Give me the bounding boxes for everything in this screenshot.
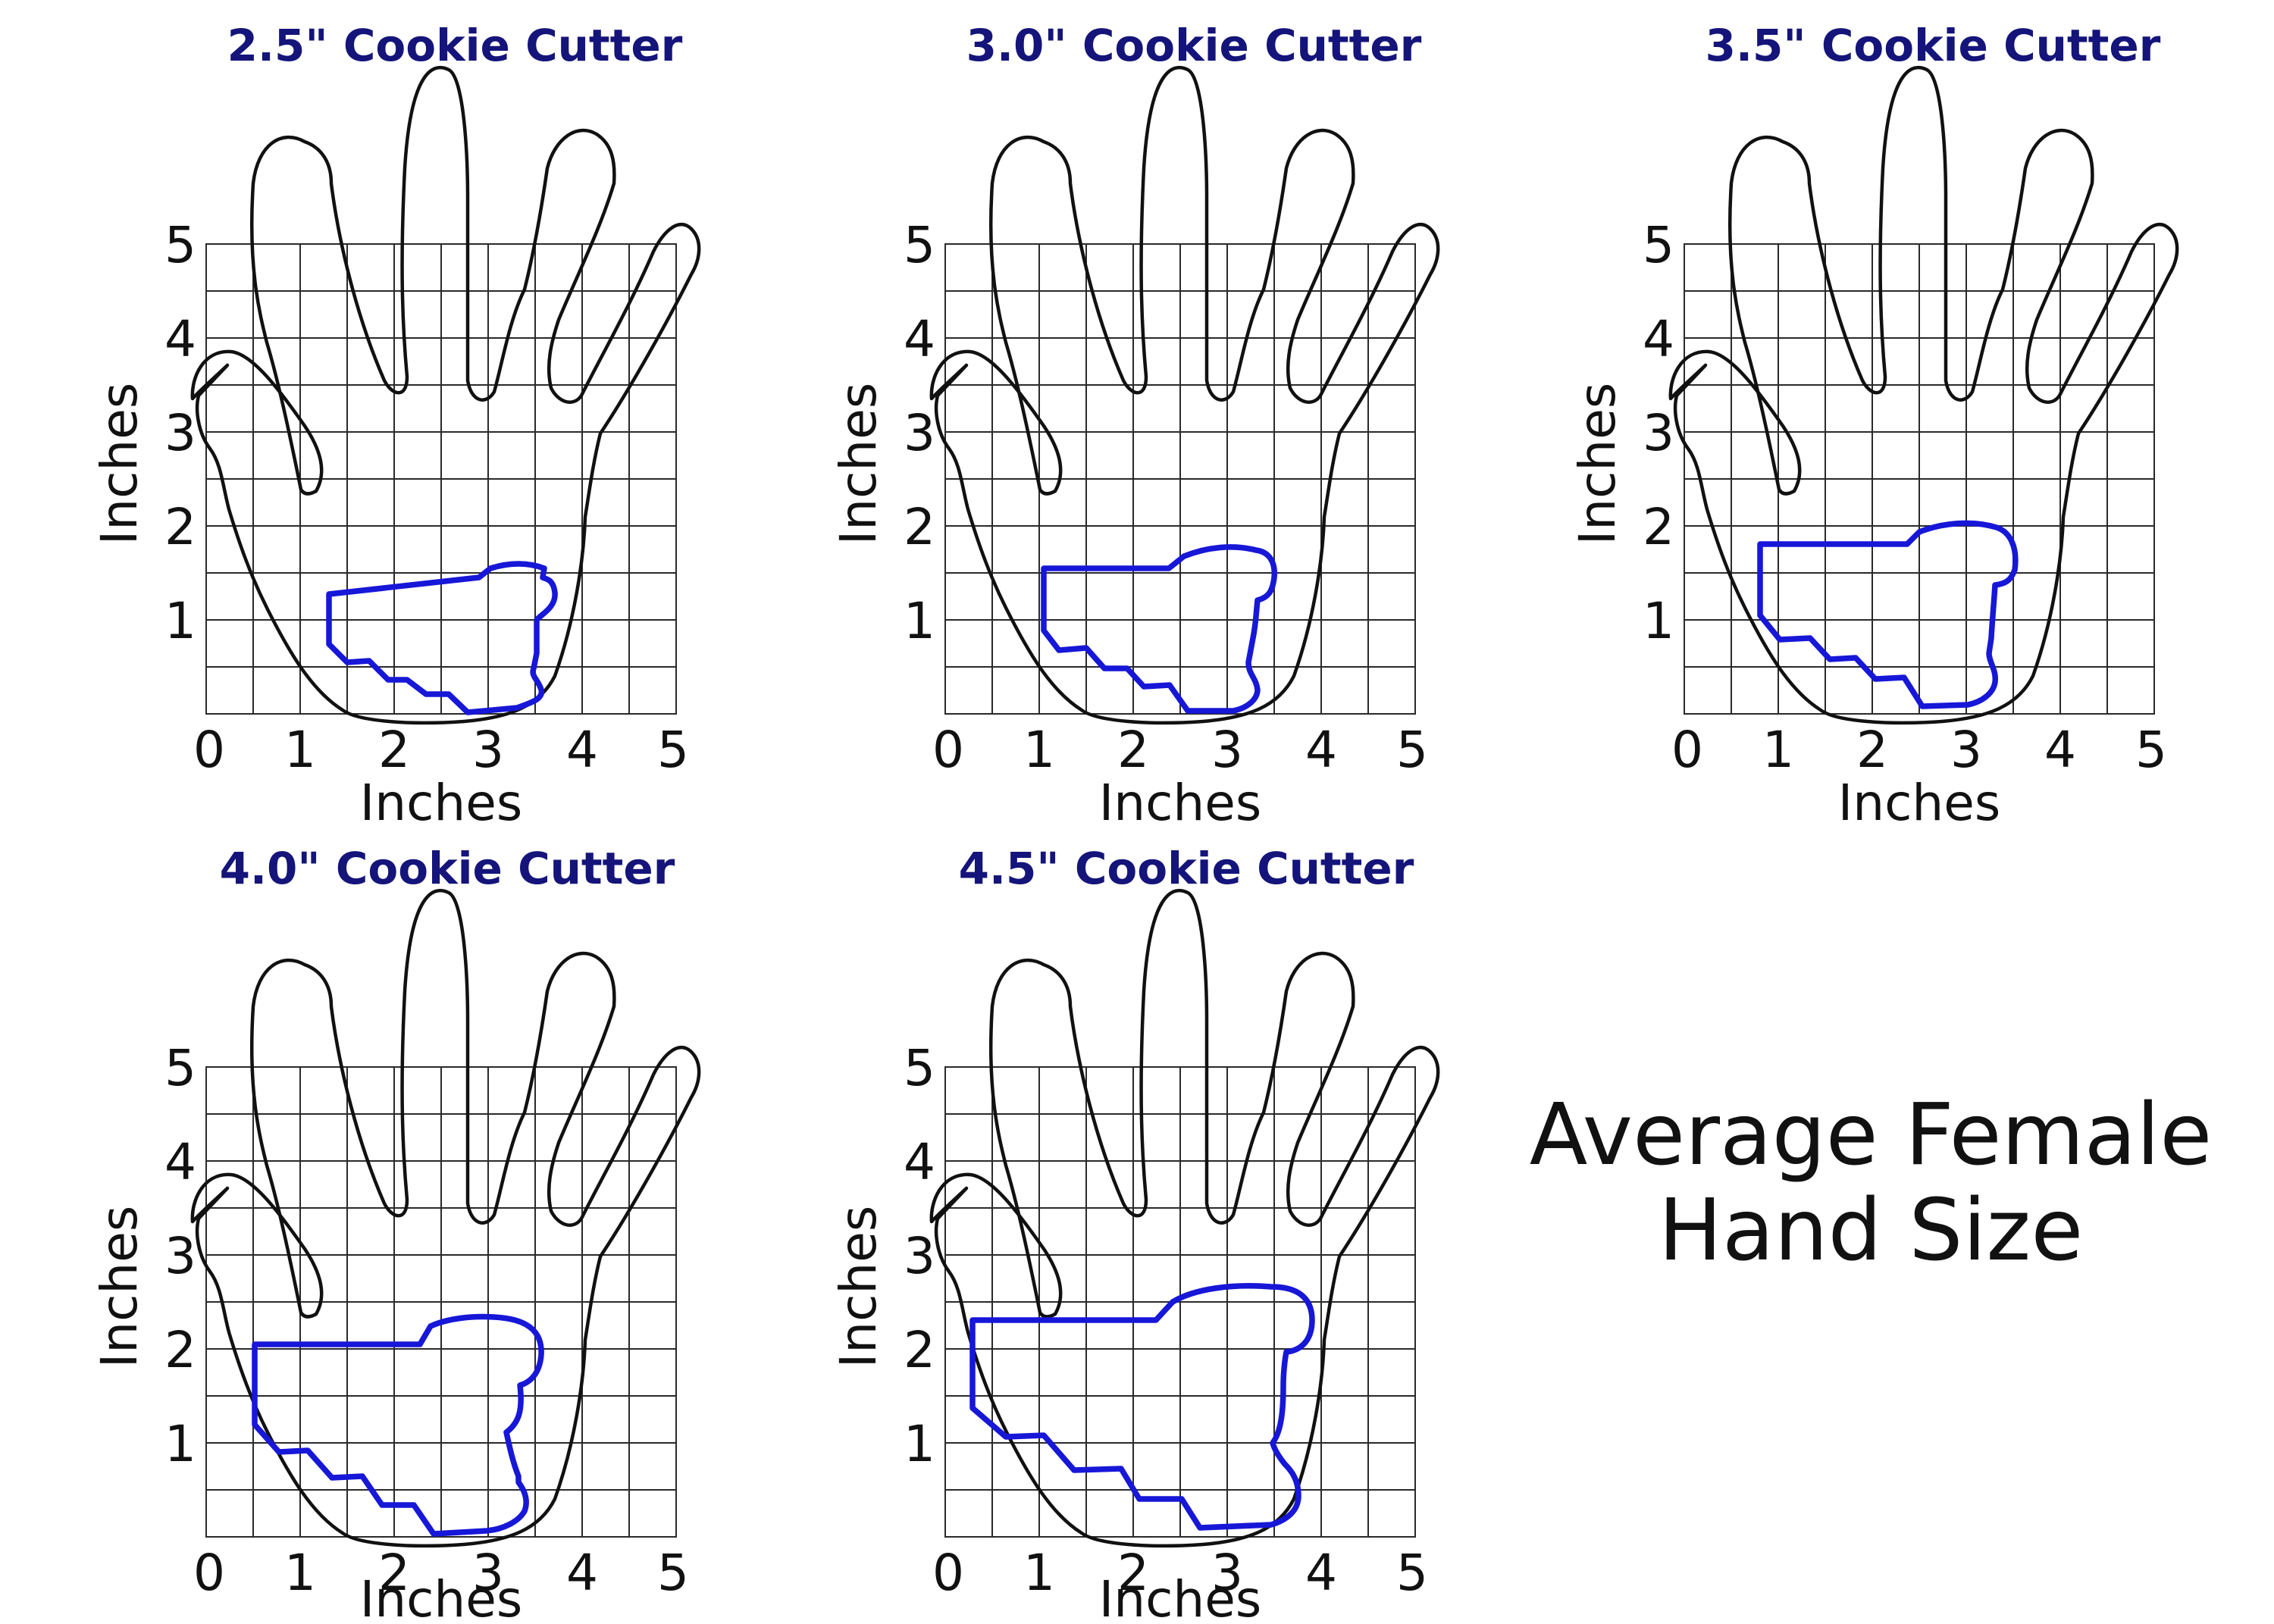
panel-3-5-inch: 3.5" Cookie Cutter 1 2 3 4 5 0 1 2 3 4 5… [1568, 20, 2177, 832]
x-tick-label: 5 [1396, 1544, 1428, 1602]
cookie-cutter-outline [326, 561, 558, 715]
panel-title: 4.5" Cookie Cutter [959, 843, 1414, 894]
y-tick-label: 2 [904, 1321, 935, 1379]
x-tick-label: 2 [378, 721, 410, 779]
x-axis-label: Inches [1099, 1570, 1261, 1624]
x-tick-label: 1 [1023, 1544, 1055, 1602]
y-axis-label: Inches [90, 383, 149, 545]
y-tick-label: 5 [164, 1039, 196, 1097]
panel-title: 2.5" Cookie Cutter [227, 20, 683, 71]
x-tick-label: 1 [1762, 721, 1794, 779]
x-tick-label: 1 [1023, 721, 1055, 779]
x-tick-label: 4 [566, 1544, 598, 1602]
x-tick-label: 4 [2044, 721, 2076, 779]
y-axis-label: Inches [829, 383, 888, 545]
panel-title: 4.0" Cookie Cutter [220, 843, 675, 894]
x-tick-label: 5 [657, 721, 689, 779]
x-tick-label: 0 [193, 721, 225, 779]
x-tick-label: 2 [1117, 721, 1149, 779]
x-axis-label: Inches [360, 774, 522, 832]
y-tick-label: 3 [904, 404, 935, 462]
y-tick-label: 5 [904, 1039, 935, 1097]
hand-outline [193, 67, 699, 723]
y-tick-label: 1 [164, 1415, 196, 1473]
caption-line-2: Hand Size [1659, 1181, 2083, 1280]
y-tick-label: 2 [164, 498, 196, 556]
x-tick-label: 3 [1211, 721, 1243, 779]
y-tick-label: 2 [1643, 498, 1674, 556]
x-tick-label: 2 [1117, 1544, 1149, 1602]
hand-outline [932, 890, 1438, 1546]
panel-2-5-inch: 2.5" Cookie Cutter 1 2 3 4 5 0 1 2 3 4 5… [90, 20, 699, 832]
x-tick-label: 4 [566, 721, 598, 779]
y-tick-label: 1 [904, 1415, 935, 1473]
x-tick-label: 2 [1856, 721, 1888, 779]
y-tick-label: 4 [904, 310, 935, 368]
y-axis-label: Inches [829, 1206, 888, 1368]
x-tick-label: 5 [1396, 721, 1428, 779]
cookie-cutter-outline [1041, 544, 1277, 714]
y-tick-label: 1 [164, 592, 196, 650]
y-tick-label: 3 [164, 404, 196, 462]
panel-4-0-inch: 4.0" Cookie Cutter 1 2 3 4 5 0 1 2 3 4 5… [90, 843, 699, 1624]
y-axis-label: Inches [90, 1206, 149, 1368]
measurement-grid [944, 243, 1416, 715]
x-tick-label: 4 [1305, 721, 1337, 779]
y-tick-label: 1 [904, 592, 935, 650]
x-tick-label: 3 [472, 721, 504, 779]
y-tick-label: 1 [1643, 592, 1674, 650]
x-tick-label: 1 [284, 1544, 316, 1602]
cookie-cutter-outline [252, 1313, 544, 1537]
cookie-cutter-outline [1757, 520, 2019, 709]
panel-title: 3.5" Cookie Cutter [1706, 20, 2161, 71]
x-axis-label: Inches [1099, 774, 1261, 832]
x-tick-label: 5 [2135, 721, 2167, 779]
x-tick-label: 3 [1950, 721, 1982, 779]
x-tick-label: 0 [932, 721, 964, 779]
measurement-grid [944, 1066, 1416, 1538]
x-tick-label: 0 [193, 1544, 225, 1602]
measurement-grid [1684, 243, 2155, 715]
x-tick-label: 0 [932, 1544, 964, 1602]
y-tick-label: 2 [904, 498, 935, 556]
x-axis-label: Inches [360, 1570, 522, 1624]
x-tick-label: 3 [472, 1544, 504, 1602]
y-tick-label: 5 [904, 216, 935, 274]
panel-title: 3.0" Cookie Cutter [966, 20, 1422, 71]
x-tick-label: 1 [284, 721, 316, 779]
y-tick-label: 2 [164, 1321, 196, 1379]
x-tick-label: 4 [1305, 1544, 1337, 1602]
y-tick-label: 3 [1643, 404, 1674, 462]
measurement-grid [205, 1066, 677, 1538]
hand-outline [1671, 67, 2177, 723]
y-tick-label: 4 [164, 1133, 196, 1191]
panel-4-5-inch: 4.5" Cookie Cutter 1 2 3 4 5 0 1 2 3 4 5… [829, 843, 1438, 1624]
x-tick-label: 0 [1671, 721, 1703, 779]
y-tick-label: 3 [904, 1227, 935, 1285]
y-tick-label: 3 [164, 1227, 196, 1285]
figure-caption: Average Female Hand Size [1530, 1086, 2212, 1280]
y-tick-label: 5 [164, 216, 196, 274]
y-tick-label: 4 [1643, 310, 1674, 368]
panel-3-0-inch: 3.0" Cookie Cutter 1 2 3 4 5 0 1 2 3 4 5… [829, 20, 1438, 832]
y-tick-label: 5 [1643, 216, 1674, 274]
x-tick-label: 5 [657, 1544, 689, 1602]
y-tick-label: 4 [904, 1133, 935, 1191]
caption-line-1: Average Female [1530, 1086, 2212, 1184]
measurement-grid [205, 243, 677, 715]
hand-outline [932, 67, 1438, 723]
hand-outline [193, 890, 699, 1546]
x-tick-label: 3 [1211, 1544, 1243, 1602]
y-tick-label: 4 [164, 310, 196, 368]
cookie-cutter-outline [969, 1283, 1315, 1531]
y-axis-label: Inches [1568, 383, 1627, 545]
x-tick-label: 2 [378, 1544, 410, 1602]
x-axis-label: Inches [1838, 774, 2000, 832]
